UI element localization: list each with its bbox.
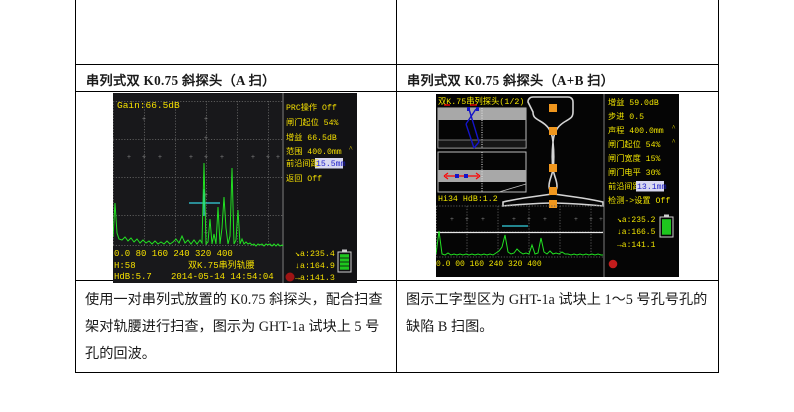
svg-text:15.5mm: 15.5mm: [316, 160, 346, 169]
svg-text:+: +: [204, 135, 208, 143]
svg-text:闸门起位 54%: 闸门起位 54%: [608, 139, 660, 150]
svg-text:+: +: [276, 154, 280, 162]
svg-text:+: +: [142, 116, 146, 124]
svg-text:双K.75串列轨腰: 双K.75串列轨腰: [188, 259, 255, 271]
svg-text:+: +: [158, 154, 162, 162]
svg-text:增益 66.5dB: 增益 66.5dB: [286, 132, 337, 143]
svg-text:闸门宽度 15%: 闸门宽度 15%: [608, 153, 660, 164]
svg-text:Hi34 HdB:1.2: Hi34 HdB:1.2: [438, 194, 498, 204]
svg-text:+: +: [481, 216, 485, 223]
svg-text:+: +: [512, 216, 516, 223]
svg-text:H:58: H:58: [114, 261, 136, 271]
svg-text:2014-05-14 14:54:04: 2014-05-14 14:54:04: [171, 272, 274, 282]
svg-text:范围 400.0mm: 范围 400.0mm: [286, 146, 342, 157]
svg-text:+: +: [266, 154, 270, 162]
svg-text:+: +: [220, 154, 224, 162]
svg-text:返回 Off: 返回 Off: [286, 173, 322, 184]
svg-text:增益 59.0dB: 增益 59.0dB: [608, 97, 659, 108]
svg-text:+: +: [142, 154, 146, 162]
svg-text:+: +: [127, 154, 131, 162]
svg-text:→a:141.3: →a:141.3: [295, 274, 335, 283]
svg-text:+: +: [204, 116, 208, 124]
svg-text:0.0 00 160 240 320: 0.0 00 160 240 320 400: [436, 260, 542, 269]
svg-text:闸门电平 30%: 闸门电平 30%: [608, 167, 660, 178]
svg-text:检测->设置 Off: 检测->设置 Off: [608, 195, 670, 206]
svg-text:↘a:235.2: ↘a:235.2: [617, 216, 656, 225]
svg-text:→a:141.1: →a:141.1: [617, 241, 656, 250]
svg-text:前沿间距: 前沿间距: [286, 158, 319, 169]
svg-text:+: +: [574, 216, 578, 223]
svg-text:Gain:66.5dB: Gain:66.5dB: [117, 100, 180, 111]
svg-text:+: +: [251, 154, 255, 162]
svg-text:PRC操作 Off: PRC操作 Off: [286, 102, 337, 113]
svg-text:↓a:164.9: ↓a:164.9: [295, 262, 335, 271]
svg-text:13.1mm: 13.1mm: [637, 183, 667, 192]
svg-text:+: +: [465, 216, 469, 223]
svg-text:HdB:5.7: HdB:5.7: [114, 272, 152, 282]
svg-text:前沿间距: 前沿间距: [608, 181, 641, 192]
svg-text:+: +: [189, 154, 193, 162]
svg-text:+: +: [450, 216, 454, 223]
svg-text:步进 0.5: 步进 0.5: [608, 112, 644, 122]
svg-text:+: +: [204, 154, 208, 162]
svg-text:声程 400.0mm: 声程 400.0mm: [608, 125, 664, 136]
svg-text:↓a:166.5: ↓a:166.5: [617, 228, 656, 237]
svg-text:闸门起位 54%: 闸门起位 54%: [286, 117, 338, 128]
svg-text:+: +: [543, 216, 547, 223]
svg-text:+: +: [589, 216, 593, 223]
svg-text:+: +: [599, 216, 603, 223]
svg-text:↘a:235.4: ↘a:235.4: [295, 250, 335, 259]
svg-text:0.0 80 160 240 320: 0.0 80 160 240 320 400: [114, 249, 233, 259]
svg-text:双K.75串列探头(1/2): 双K.75串列探头(1/2): [438, 96, 524, 107]
svg-text:^: ^: [349, 144, 353, 153]
svg-text:+: +: [527, 216, 531, 223]
